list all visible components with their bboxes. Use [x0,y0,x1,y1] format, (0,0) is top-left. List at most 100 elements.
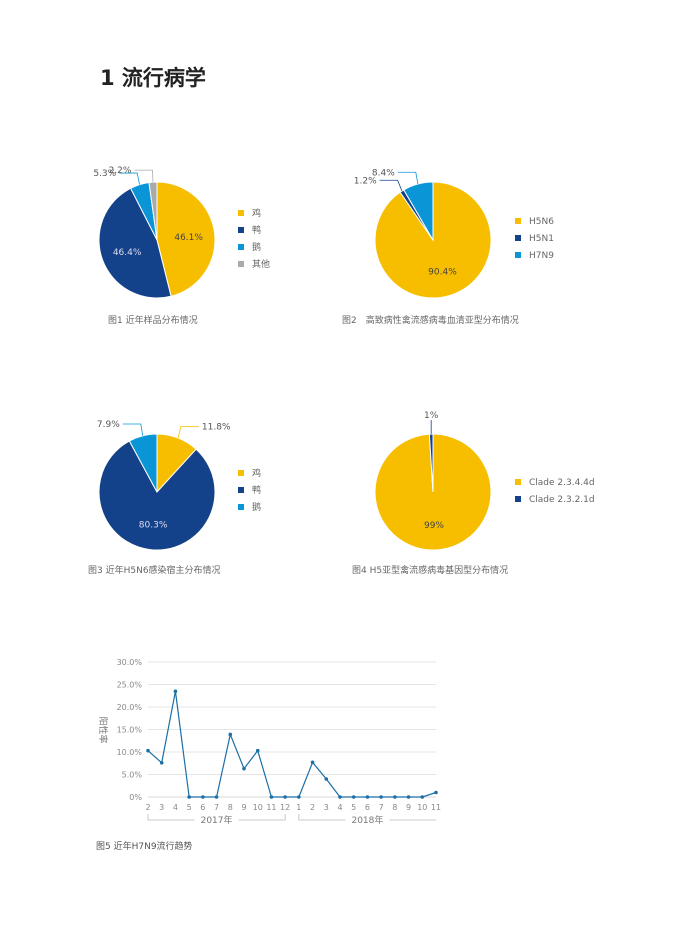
legend-label: 其他 [252,258,270,270]
legend-label: 鸡 [252,467,261,479]
legend-swatch [515,235,521,241]
y-axis-label: 阳性率 [97,716,109,743]
data-point [187,795,191,799]
data-label: 7.9% [97,420,120,430]
x-tick-label: 4 [337,803,342,812]
data-label: 2.2% [109,166,132,176]
y-tick-label: 15.0% [117,726,143,735]
pie-slice [156,181,216,297]
data-point [242,766,246,771]
legend-label: 鸭 [252,224,261,236]
legend-label: 鸭 [252,484,261,496]
group-bracket [298,814,346,821]
data-point [434,790,438,795]
legend-label: 鹅 [252,501,261,513]
data-point [269,795,274,799]
data-point [351,795,356,799]
data-label: 46.4% [113,248,142,258]
figure-caption: 图5 近年H7N9流行趋势 [96,840,193,852]
legend-swatch [238,261,244,267]
figure-caption: 图4 H5亚型禽流感病毒基因型分布情况 [352,564,508,576]
legend-label: H5N1 [529,234,554,244]
figure-caption: 图2 高致病性禽流感病毒血清亚型分布情况 [342,314,519,326]
data-point [338,795,342,799]
data-label: 5.3% [93,169,116,179]
legend-swatch [238,210,244,216]
x-tick-label: 6 [200,803,205,812]
x-group-label: 2017年 [201,814,233,826]
legend-label: 鹅 [252,241,261,253]
pie-slice [403,181,434,242]
x-tick-label: 8 [392,803,397,812]
x-tick-label: 9 [241,803,246,812]
data-point [365,795,370,799]
group-bracket [147,814,195,821]
legend-swatch [515,218,521,224]
figure-caption: 图3 近年H5N6感染宿主分布情况 [88,564,221,576]
x-tick-label: 9 [406,803,411,812]
legend-label: H7N9 [529,251,554,261]
group-bracket [238,814,286,821]
data-point [310,760,315,765]
x-tick-label: 7 [214,803,219,812]
y-tick-label: 25.0% [117,681,143,690]
data-point [406,795,411,799]
data-label: 1.2% [354,176,377,186]
legend-label: 鸡 [252,207,261,219]
figure-caption: 图1 近年样品分布情况 [108,314,198,326]
x-tick-label: 11 [431,803,441,812]
data-point [201,795,205,799]
data-label: 8.4% [372,168,395,178]
pie-slice [98,440,216,551]
legend-label: H5N6 [529,217,554,227]
legend-label: Clade 2.3.2.1d [529,495,595,505]
x-tick-label: 2 [310,803,315,812]
data-point [159,761,164,765]
data-label: 99% [424,521,444,531]
data-point [420,795,425,799]
x-tick-label: 1 [296,803,301,812]
data-point [324,777,329,781]
leader-line [134,169,154,183]
section-title: 1 流行病学 [100,66,206,90]
legend-swatch [238,244,244,250]
data-label: 46.1% [174,233,203,243]
x-group-label: 2018年 [351,814,383,826]
data-point [379,795,383,799]
y-tick-label: 5.0% [122,771,143,780]
x-tick-label: 3 [324,803,329,812]
y-tick-label: 0% [129,793,142,802]
x-tick-label: 3 [159,803,164,812]
data-label: 80.3% [139,521,168,531]
leader-line [122,423,144,436]
data-point [255,748,260,753]
data-point [283,795,287,799]
y-tick-label: 10.0% [117,748,143,757]
legend-swatch [238,487,244,493]
data-point [297,795,301,799]
legend-label: Clade 2.3.4.4d [529,478,595,488]
leader-line [177,426,199,439]
data-point [146,748,150,753]
x-tick-label: 6 [365,803,370,812]
x-tick-label: 2 [145,803,150,812]
x-tick-label: 5 [187,803,192,812]
x-tick-label: 12 [280,803,290,812]
data-label: 90.4% [428,267,457,277]
pie-slice [128,433,158,493]
data-label: 1% [424,411,439,421]
leader-line [119,172,140,185]
pie-slice [98,187,172,299]
x-tick-label: 4 [173,803,178,812]
series-line [147,691,437,798]
y-tick-label: 20.0% [117,703,143,712]
leader-line [397,171,419,185]
x-tick-label: 5 [351,803,356,812]
y-tick-label: 30.0% [117,658,143,667]
legend-swatch [238,504,244,510]
x-tick-label: 11 [266,803,276,812]
data-label: 11.8% [202,422,231,432]
legend-swatch [515,479,521,485]
